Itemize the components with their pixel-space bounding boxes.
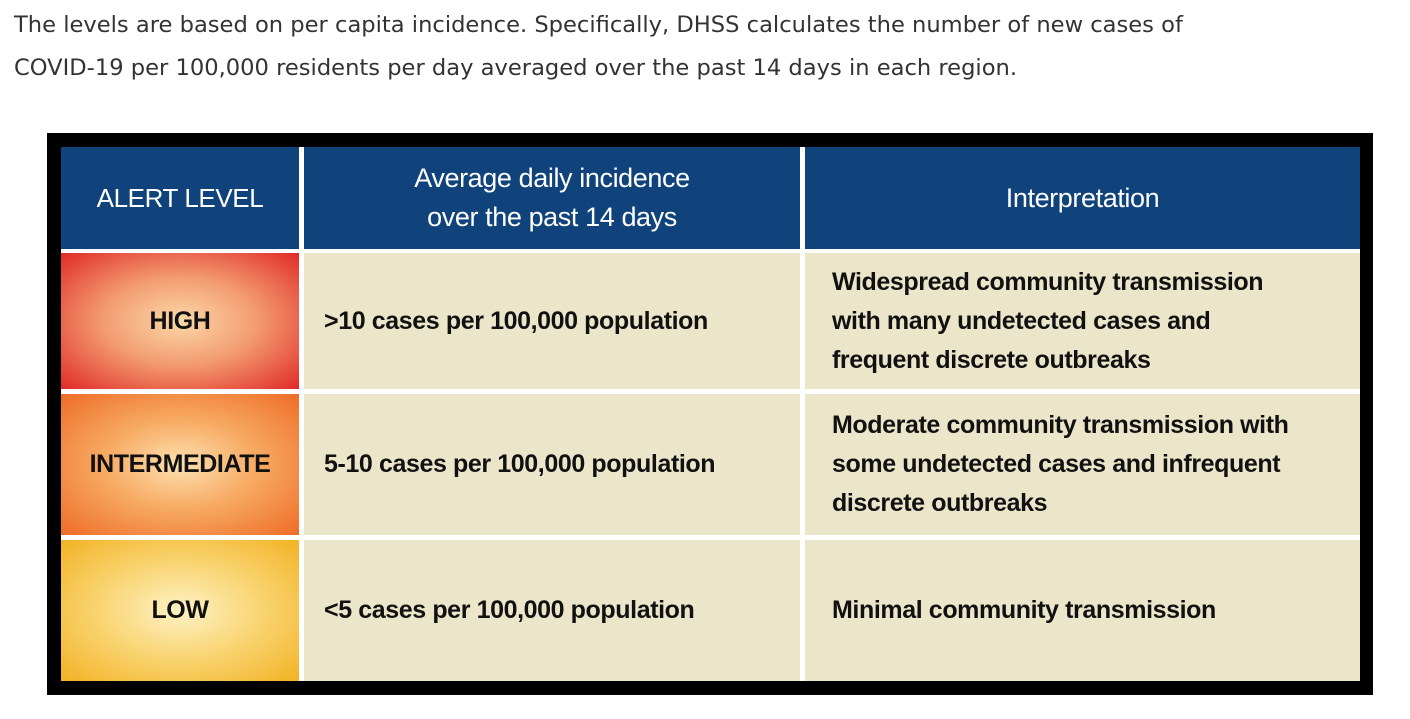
table-cell: HIGH xyxy=(61,253,299,389)
cell-text: <5 cases per 100,000 population xyxy=(324,596,695,624)
table-cell: INTERMEDIATE xyxy=(61,394,299,535)
intro-line: COVID-19 per 100,000 residents per day a… xyxy=(14,55,1018,81)
cell-text: frequent discrete outbreaks xyxy=(832,345,1151,374)
cell-text: Widespread community transmission xyxy=(832,267,1264,296)
table-cell: LOW xyxy=(61,540,299,681)
table-cell: Minimal community transmission xyxy=(805,540,1360,681)
intro-line: The levels are based on per capita incid… xyxy=(14,12,1183,38)
cell-text: Moderate community transmission with xyxy=(832,411,1289,439)
table-cell: 5-10 cases per 100,000 population xyxy=(304,394,800,535)
cell-text: ALERT LEVEL xyxy=(96,182,264,213)
header-cell: ALERT LEVEL xyxy=(61,147,299,249)
intro-paragraph: The levels are based on per capita incid… xyxy=(14,4,1183,90)
table-cell: Widespread community transmission with ma… xyxy=(805,253,1360,389)
cell-text: Interpretation xyxy=(1005,182,1160,213)
cell-text: INTERMEDIATE xyxy=(89,450,271,478)
cell-text: 5-10 cases per 100,000 population xyxy=(324,450,716,478)
cell-text: LOW xyxy=(151,596,209,624)
cell-text: Average daily incidence xyxy=(414,163,690,193)
cell-text: HIGH xyxy=(149,306,211,335)
table-cell: <5 cases per 100,000 population xyxy=(304,540,800,681)
cell-text: Minimal community transmission xyxy=(832,596,1216,624)
cell-text: discrete outbreaks xyxy=(832,489,1048,517)
cell-text: some undetected cases and infrequent xyxy=(832,450,1281,478)
cell-text: >10 cases per 100,000 population xyxy=(324,306,708,335)
cell-text: over the past 14 days xyxy=(427,202,677,232)
table-cell: >10 cases per 100,000 population xyxy=(304,253,800,389)
header-cell: Interpretation xyxy=(805,147,1360,249)
header-cell: Average daily incidence over the past 14 … xyxy=(304,147,800,249)
table-cell: Moderate community transmission with some… xyxy=(805,394,1360,535)
cell-text: with many undetected cases and xyxy=(832,306,1211,335)
